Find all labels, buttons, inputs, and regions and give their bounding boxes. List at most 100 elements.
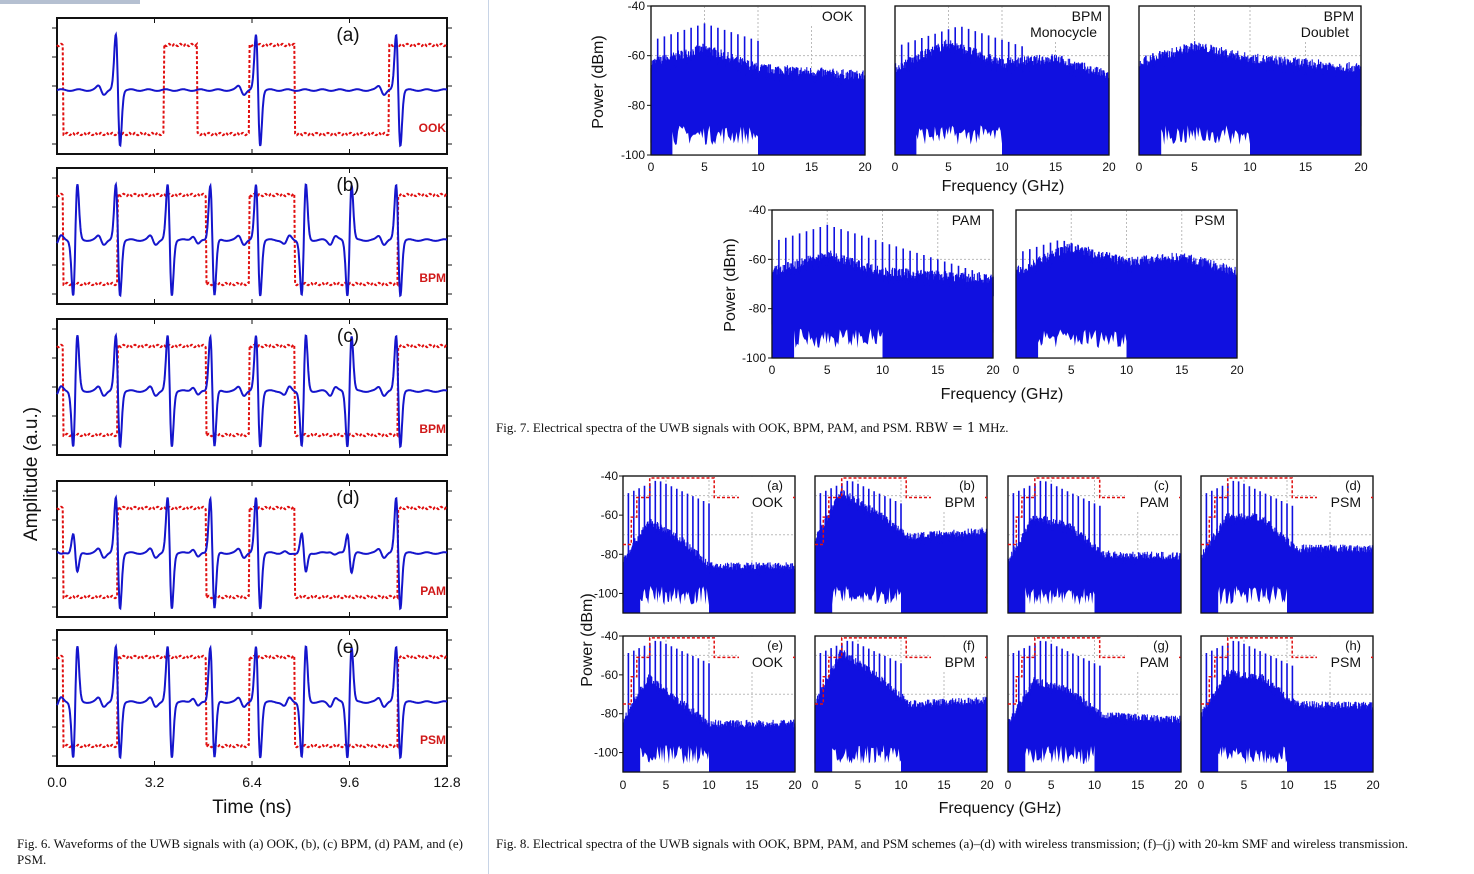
spectrum-border bbox=[894, 5, 1110, 156]
y-tick-label: -40 bbox=[601, 469, 619, 483]
spectrum-gap bbox=[1038, 329, 1127, 358]
modulation-label: OOK bbox=[419, 121, 447, 135]
x-tick-label: 0 bbox=[648, 160, 655, 174]
x-tick-label: 5 bbox=[701, 160, 708, 174]
x-tick-label: 5 bbox=[1048, 778, 1055, 792]
label-box bbox=[1317, 637, 1371, 671]
spectrum-gap bbox=[832, 585, 901, 613]
panel-label: PSM bbox=[1331, 654, 1361, 670]
x-tick-label: 0 bbox=[1013, 363, 1020, 377]
spectrum-gap bbox=[640, 745, 709, 772]
spectrum-fill bbox=[1008, 521, 1181, 613]
panel-label-line2: Monocycle bbox=[1030, 24, 1097, 40]
x-tick-label: 20 bbox=[788, 778, 802, 792]
spectrum-fill bbox=[1201, 679, 1373, 772]
label-box bbox=[1009, 7, 1107, 41]
uwb-pulse-trace bbox=[56, 31, 448, 148]
uwb-pulse-trace bbox=[56, 643, 448, 760]
x-tick-label: 0 bbox=[620, 778, 627, 792]
y-tick-label: -80 bbox=[601, 707, 619, 721]
spectrum-fill bbox=[1008, 686, 1181, 772]
x-tick-label: 5 bbox=[824, 363, 831, 377]
comb-lines bbox=[1205, 640, 1294, 721]
fig6-caption: Fig. 6. Waveforms of the UWB signals wit… bbox=[17, 836, 463, 867]
label-box bbox=[931, 637, 985, 671]
panel-tag: (d) bbox=[336, 488, 359, 509]
y-tick-label: -100 bbox=[742, 351, 766, 365]
spectrum-gap bbox=[1025, 745, 1095, 772]
x-tick-label: 15 bbox=[745, 778, 759, 792]
x-tick-label: 20 bbox=[986, 363, 1000, 377]
panel-label: OOK bbox=[752, 654, 784, 670]
spectrum-gap bbox=[794, 328, 883, 358]
spectrum-gap bbox=[640, 586, 709, 613]
spectrum-gap bbox=[1161, 125, 1250, 155]
panel-label: PSM bbox=[1331, 494, 1361, 510]
fig8-panel-0: -40 -60 -80 -100 (a)OOK bbox=[594, 469, 796, 614]
x-tick-label: 0 bbox=[769, 363, 776, 377]
x-tick-label: 5 bbox=[945, 160, 952, 174]
x-tick-label: 9.6 bbox=[340, 774, 360, 790]
fig7-caption-main: Fig. 7. Electrical spectra of the UWB si… bbox=[496, 420, 916, 435]
label-box bbox=[1183, 211, 1235, 229]
modulation-label: PAM bbox=[420, 584, 446, 598]
fig7-xlabel-bottom: Frequency (GHz) bbox=[941, 386, 1064, 403]
waveform-panel-3: (d) PAM bbox=[52, 480, 452, 618]
panel-tag: (f) bbox=[963, 638, 975, 653]
fig7-ylabel-bottom: Power (dBm) bbox=[722, 238, 739, 331]
panel-label: PAM bbox=[952, 212, 981, 228]
y-tick-label: -80 bbox=[749, 302, 767, 316]
y-tick-label: -60 bbox=[749, 252, 767, 266]
spectrum-border bbox=[1138, 5, 1362, 156]
x-tick-label: 12.8 bbox=[433, 774, 460, 790]
comb-lines bbox=[627, 480, 710, 580]
x-tick-label: 10 bbox=[751, 160, 765, 174]
comb-lines bbox=[778, 224, 994, 297]
x-tick-label: 15 bbox=[1131, 778, 1145, 792]
x-tick-label: 0 bbox=[812, 778, 819, 792]
comb-lines bbox=[627, 640, 710, 737]
panel-label: PSM bbox=[1195, 212, 1225, 228]
spectrum-fill bbox=[895, 49, 1109, 155]
spectrum-fill bbox=[1201, 521, 1373, 613]
comb-lines bbox=[900, 26, 1023, 83]
x-tick-label: 5 bbox=[1068, 363, 1075, 377]
panel-tag: (d) bbox=[1345, 478, 1361, 493]
x-tick-label: 10 bbox=[1088, 778, 1102, 792]
label-box bbox=[1125, 637, 1179, 671]
y-tick-label: -100 bbox=[594, 746, 618, 760]
figure-6-panel: Amplitude (a.u.) Time (ns) 0.0 3.2 6.4 9.6 1… bbox=[0, 0, 489, 874]
panel-tag: (a) bbox=[336, 25, 359, 46]
panel-tag: (c) bbox=[337, 326, 359, 347]
fcc-mask-trace bbox=[815, 637, 987, 705]
waveform-panel-0: (a) OOK bbox=[52, 17, 452, 155]
spectrum-gap bbox=[672, 125, 758, 155]
x-tick-label: 20 bbox=[980, 778, 994, 792]
fig8-plot: Power (dBm) Frequency (GHz) -40 -60 -80 -10… bbox=[579, 469, 1380, 817]
spectrum-fill bbox=[815, 496, 987, 613]
waveform-panel-1: (b) BPM bbox=[52, 167, 452, 305]
fig7-panel-4: 0 5 10 15 20 PSM bbox=[1013, 209, 1244, 377]
panel-label: BPM bbox=[945, 654, 975, 670]
fig7-ylabel-top: Power (dBm) bbox=[590, 35, 607, 128]
fig6-xlabel: Time (ns) bbox=[212, 797, 292, 818]
comb-lines bbox=[1012, 480, 1101, 566]
spectrum-fill bbox=[772, 261, 993, 358]
comb-lines bbox=[819, 480, 902, 545]
spectrum-gap bbox=[1218, 746, 1287, 772]
spectrum-gap bbox=[1218, 585, 1287, 613]
x-tick-label: 10 bbox=[995, 160, 1009, 174]
x-tick-label: 0 bbox=[892, 160, 899, 174]
x-tick-label: 15 bbox=[1049, 160, 1063, 174]
x-tick-label: 20 bbox=[858, 160, 872, 174]
x-tick-label: 20 bbox=[1102, 160, 1116, 174]
x-tick-label: 3.2 bbox=[145, 774, 165, 790]
x-tick-label: 15 bbox=[1323, 778, 1337, 792]
y-tick-label: -100 bbox=[621, 148, 645, 162]
uwb-pulse-trace bbox=[56, 181, 448, 298]
spectrum-border bbox=[1015, 209, 1238, 359]
comb-lines bbox=[1012, 640, 1101, 729]
x-tick-label: 10 bbox=[702, 778, 716, 792]
